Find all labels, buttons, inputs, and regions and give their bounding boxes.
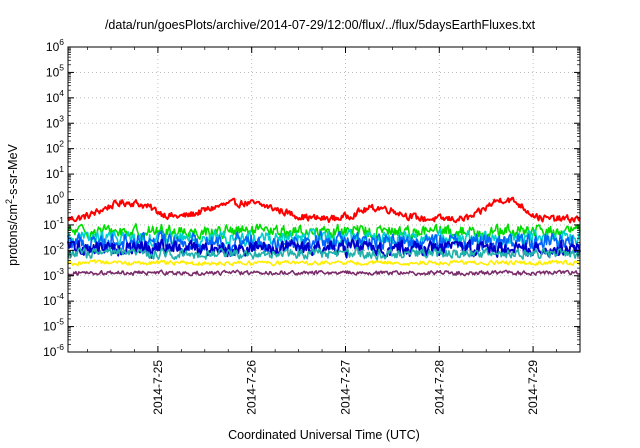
y-axis-label-sup: 2 xyxy=(3,199,14,205)
y-axis-label-post: -s-sr-MeV xyxy=(6,144,20,199)
y-tick-label-exp: 3 xyxy=(59,113,64,123)
y-tick-label-base: 10 xyxy=(46,193,60,207)
y-tick-label-exp: -1 xyxy=(56,215,64,225)
y-tick-label: 100 xyxy=(46,190,64,207)
tick-marks xyxy=(68,46,581,353)
x-tick-label: 2014-7-29 xyxy=(526,360,540,415)
x-axis-label: Coordinated Universal Time (UTC) xyxy=(228,428,420,442)
y-tick-label-exp: 5 xyxy=(59,62,64,72)
y-tick-label: 102 xyxy=(46,139,64,156)
grid-lines xyxy=(68,47,580,352)
series-lines xyxy=(67,196,581,277)
y-tick-label-exp: 2 xyxy=(59,139,64,149)
y-tick-label-base: 10 xyxy=(46,91,60,105)
y-tick-label: 104 xyxy=(46,88,64,105)
series-line-5 xyxy=(67,238,581,259)
y-tick-label: 106 xyxy=(46,37,64,54)
y-tick-label-base: 10 xyxy=(46,40,60,54)
series-line-3 xyxy=(67,228,581,249)
x-tick-labels: 2014-7-25 2014-7-26 2014-7-27 2014-7-28 2014… xyxy=(151,360,540,415)
y-tick-labels: 10-610-510-410-310-210-11001011021031041… xyxy=(43,37,64,359)
y-tick-label: 10-1 xyxy=(43,215,64,232)
y-tick-label-base: 10 xyxy=(46,116,60,130)
y-tick-label: 10-5 xyxy=(43,317,64,334)
y-tick-label: 105 xyxy=(46,62,64,79)
y-axis-label: protons/cm2-s-sr-MeV xyxy=(3,144,20,266)
y-tick-label-base: 10 xyxy=(43,294,57,308)
y-tick-label: 10-3 xyxy=(43,266,64,283)
y-tick-label-base: 10 xyxy=(43,218,57,232)
series-line-2 xyxy=(67,223,581,241)
y-tick-label: 10-6 xyxy=(43,342,64,359)
y-tick-label-base: 10 xyxy=(43,269,57,283)
y-tick-label-base: 10 xyxy=(46,167,60,181)
x-tick-label: 2014-7-26 xyxy=(245,360,259,415)
y-tick-label: 10-2 xyxy=(43,240,64,257)
y-tick-label: 101 xyxy=(46,164,64,181)
y-tick-label-base: 10 xyxy=(43,345,57,359)
y-tick-label: 103 xyxy=(46,113,64,130)
chart-title: /data/run/goesPlots/archive/2014-07-29/1… xyxy=(104,18,536,32)
y-tick-label-exp: -5 xyxy=(56,317,64,327)
x-tick-label: 2014-7-28 xyxy=(432,360,446,415)
series-line-8 xyxy=(67,269,581,277)
x-tick-label: 2014-7-25 xyxy=(151,360,165,415)
y-tick-label-exp: 6 xyxy=(59,37,64,47)
series-line-1 xyxy=(67,196,581,224)
y-tick-label-base: 10 xyxy=(46,142,60,156)
y-tick-label-exp: -2 xyxy=(56,240,64,250)
series-line-7 xyxy=(67,259,581,267)
y-tick-label-base: 10 xyxy=(43,243,57,257)
y-axis-label-pre: protons/cm xyxy=(6,204,20,266)
y-tick-label-exp: -4 xyxy=(56,291,64,301)
y-tick-label-exp: 0 xyxy=(59,190,64,200)
y-tick-label-exp: -6 xyxy=(56,342,64,352)
y-tick-label-base: 10 xyxy=(43,320,57,334)
y-tick-label-exp: -3 xyxy=(56,266,64,276)
y-tick-label-exp: 4 xyxy=(59,88,64,98)
y-tick-label: 10-4 xyxy=(43,291,64,308)
series-line-6 xyxy=(67,246,581,261)
x-tick-label: 2014-7-27 xyxy=(338,360,352,415)
y-tick-label-exp: 1 xyxy=(59,164,64,174)
y-tick-label-base: 10 xyxy=(46,65,60,79)
